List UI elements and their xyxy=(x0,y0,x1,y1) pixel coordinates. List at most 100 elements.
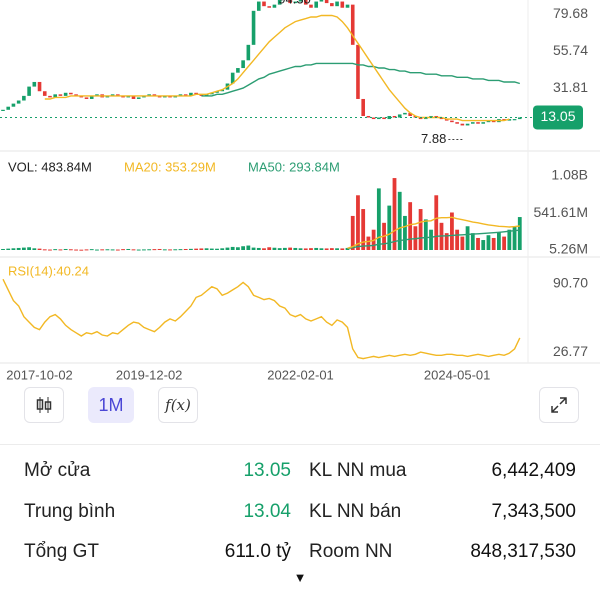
candle xyxy=(22,95,26,101)
volume-bar xyxy=(517,217,522,250)
volume-bar xyxy=(282,247,287,250)
candle xyxy=(27,86,31,96)
volume-bar xyxy=(267,247,272,250)
volume-bar xyxy=(53,249,58,251)
candle xyxy=(491,120,496,123)
volume-bar xyxy=(168,249,172,251)
candle xyxy=(230,72,235,84)
stats-row: Tổng GT 611.0 tỷ Room NN 848,317,530 xyxy=(0,532,600,572)
volume-bar xyxy=(115,249,120,251)
x-tick-label: 2019-12-02 xyxy=(116,367,183,382)
candle xyxy=(136,97,141,99)
volume-bar xyxy=(429,229,433,250)
volume-bar xyxy=(89,249,94,251)
stat-value: 13.04 xyxy=(243,501,291,522)
candle xyxy=(152,94,157,96)
volume-bar xyxy=(37,248,42,250)
candle xyxy=(178,94,183,96)
volume-bar xyxy=(470,233,475,250)
candle xyxy=(434,115,439,118)
candle xyxy=(356,44,360,99)
candle xyxy=(502,119,506,121)
candle xyxy=(277,0,282,5)
candle xyxy=(309,4,313,8)
candle xyxy=(183,94,188,96)
stat-label: KL NN bán xyxy=(309,501,402,522)
volume-bar xyxy=(84,249,89,251)
candle xyxy=(157,95,162,98)
candle xyxy=(413,115,418,118)
volume-bar xyxy=(256,247,261,250)
y-tick-label: 5.26M xyxy=(549,241,588,257)
y-tick-label: 55.74 xyxy=(553,42,588,58)
price-badge xyxy=(533,105,583,130)
volume-bar xyxy=(68,249,73,251)
candle xyxy=(147,94,151,96)
candle-icon xyxy=(36,397,52,413)
volume-bar xyxy=(476,237,480,250)
expand-button[interactable] xyxy=(539,387,579,423)
candle xyxy=(256,1,261,11)
y-tick-label: 79.68 xyxy=(553,5,588,21)
candle xyxy=(95,94,99,96)
more-arrow[interactable]: ▼ xyxy=(293,570,307,585)
volume-legend: MA50: 293.84M xyxy=(248,159,340,174)
volume-bar xyxy=(225,247,230,250)
volume-bar xyxy=(361,209,366,250)
candle xyxy=(11,103,16,107)
indicator-button[interactable]: f(x) xyxy=(158,387,198,423)
volume-bar xyxy=(392,178,397,250)
volume-bar xyxy=(507,229,512,250)
volume-bar xyxy=(309,248,313,250)
candle xyxy=(340,1,345,8)
volume-bar xyxy=(230,246,235,250)
price-badge-label: 13.05 xyxy=(540,108,575,124)
volume-bar xyxy=(236,247,240,250)
interval-button[interactable]: 1M xyxy=(88,387,134,423)
stat-label: KL NN mua xyxy=(309,460,407,481)
volume-bar xyxy=(142,249,146,251)
candle xyxy=(53,94,57,98)
candle-button[interactable] xyxy=(24,387,64,423)
candle xyxy=(105,95,110,98)
volume-bar xyxy=(272,247,277,250)
candle xyxy=(6,106,11,110)
volume-bar xyxy=(450,212,454,250)
y-tick-label: 31.81 xyxy=(553,79,588,95)
candle xyxy=(58,94,63,96)
candle xyxy=(293,1,298,4)
candle xyxy=(267,6,272,8)
y-tick-label: 26.77 xyxy=(553,343,588,359)
volume-bar xyxy=(79,249,84,251)
candle xyxy=(345,4,350,8)
candle xyxy=(481,122,486,124)
stat-value: 7,343,500 xyxy=(491,501,576,522)
volume-bar xyxy=(215,248,219,250)
candle xyxy=(486,120,491,123)
expand-icon xyxy=(551,397,567,413)
volume-bar xyxy=(444,233,449,250)
candle xyxy=(429,115,433,118)
candle xyxy=(439,117,444,120)
candle xyxy=(42,91,47,96)
volume-bar xyxy=(183,248,188,250)
volume-bar xyxy=(32,248,37,250)
candle xyxy=(319,0,324,2)
volume-bar xyxy=(335,248,339,250)
candle xyxy=(377,117,381,120)
volume-bar xyxy=(95,249,99,251)
volume-bar xyxy=(199,248,204,250)
candle xyxy=(444,119,449,121)
stat-value: 13.05 xyxy=(243,460,291,481)
rsi-legend: RSI(14):40.24 xyxy=(8,263,89,278)
candle xyxy=(16,100,21,104)
candle xyxy=(350,4,355,45)
x-tick-label: 2017-10-02 xyxy=(6,367,73,382)
candle xyxy=(142,95,146,98)
volume-bar xyxy=(356,195,360,250)
candle xyxy=(408,112,412,116)
candle xyxy=(361,98,365,116)
divider xyxy=(0,444,600,445)
volume-bar xyxy=(74,249,78,251)
